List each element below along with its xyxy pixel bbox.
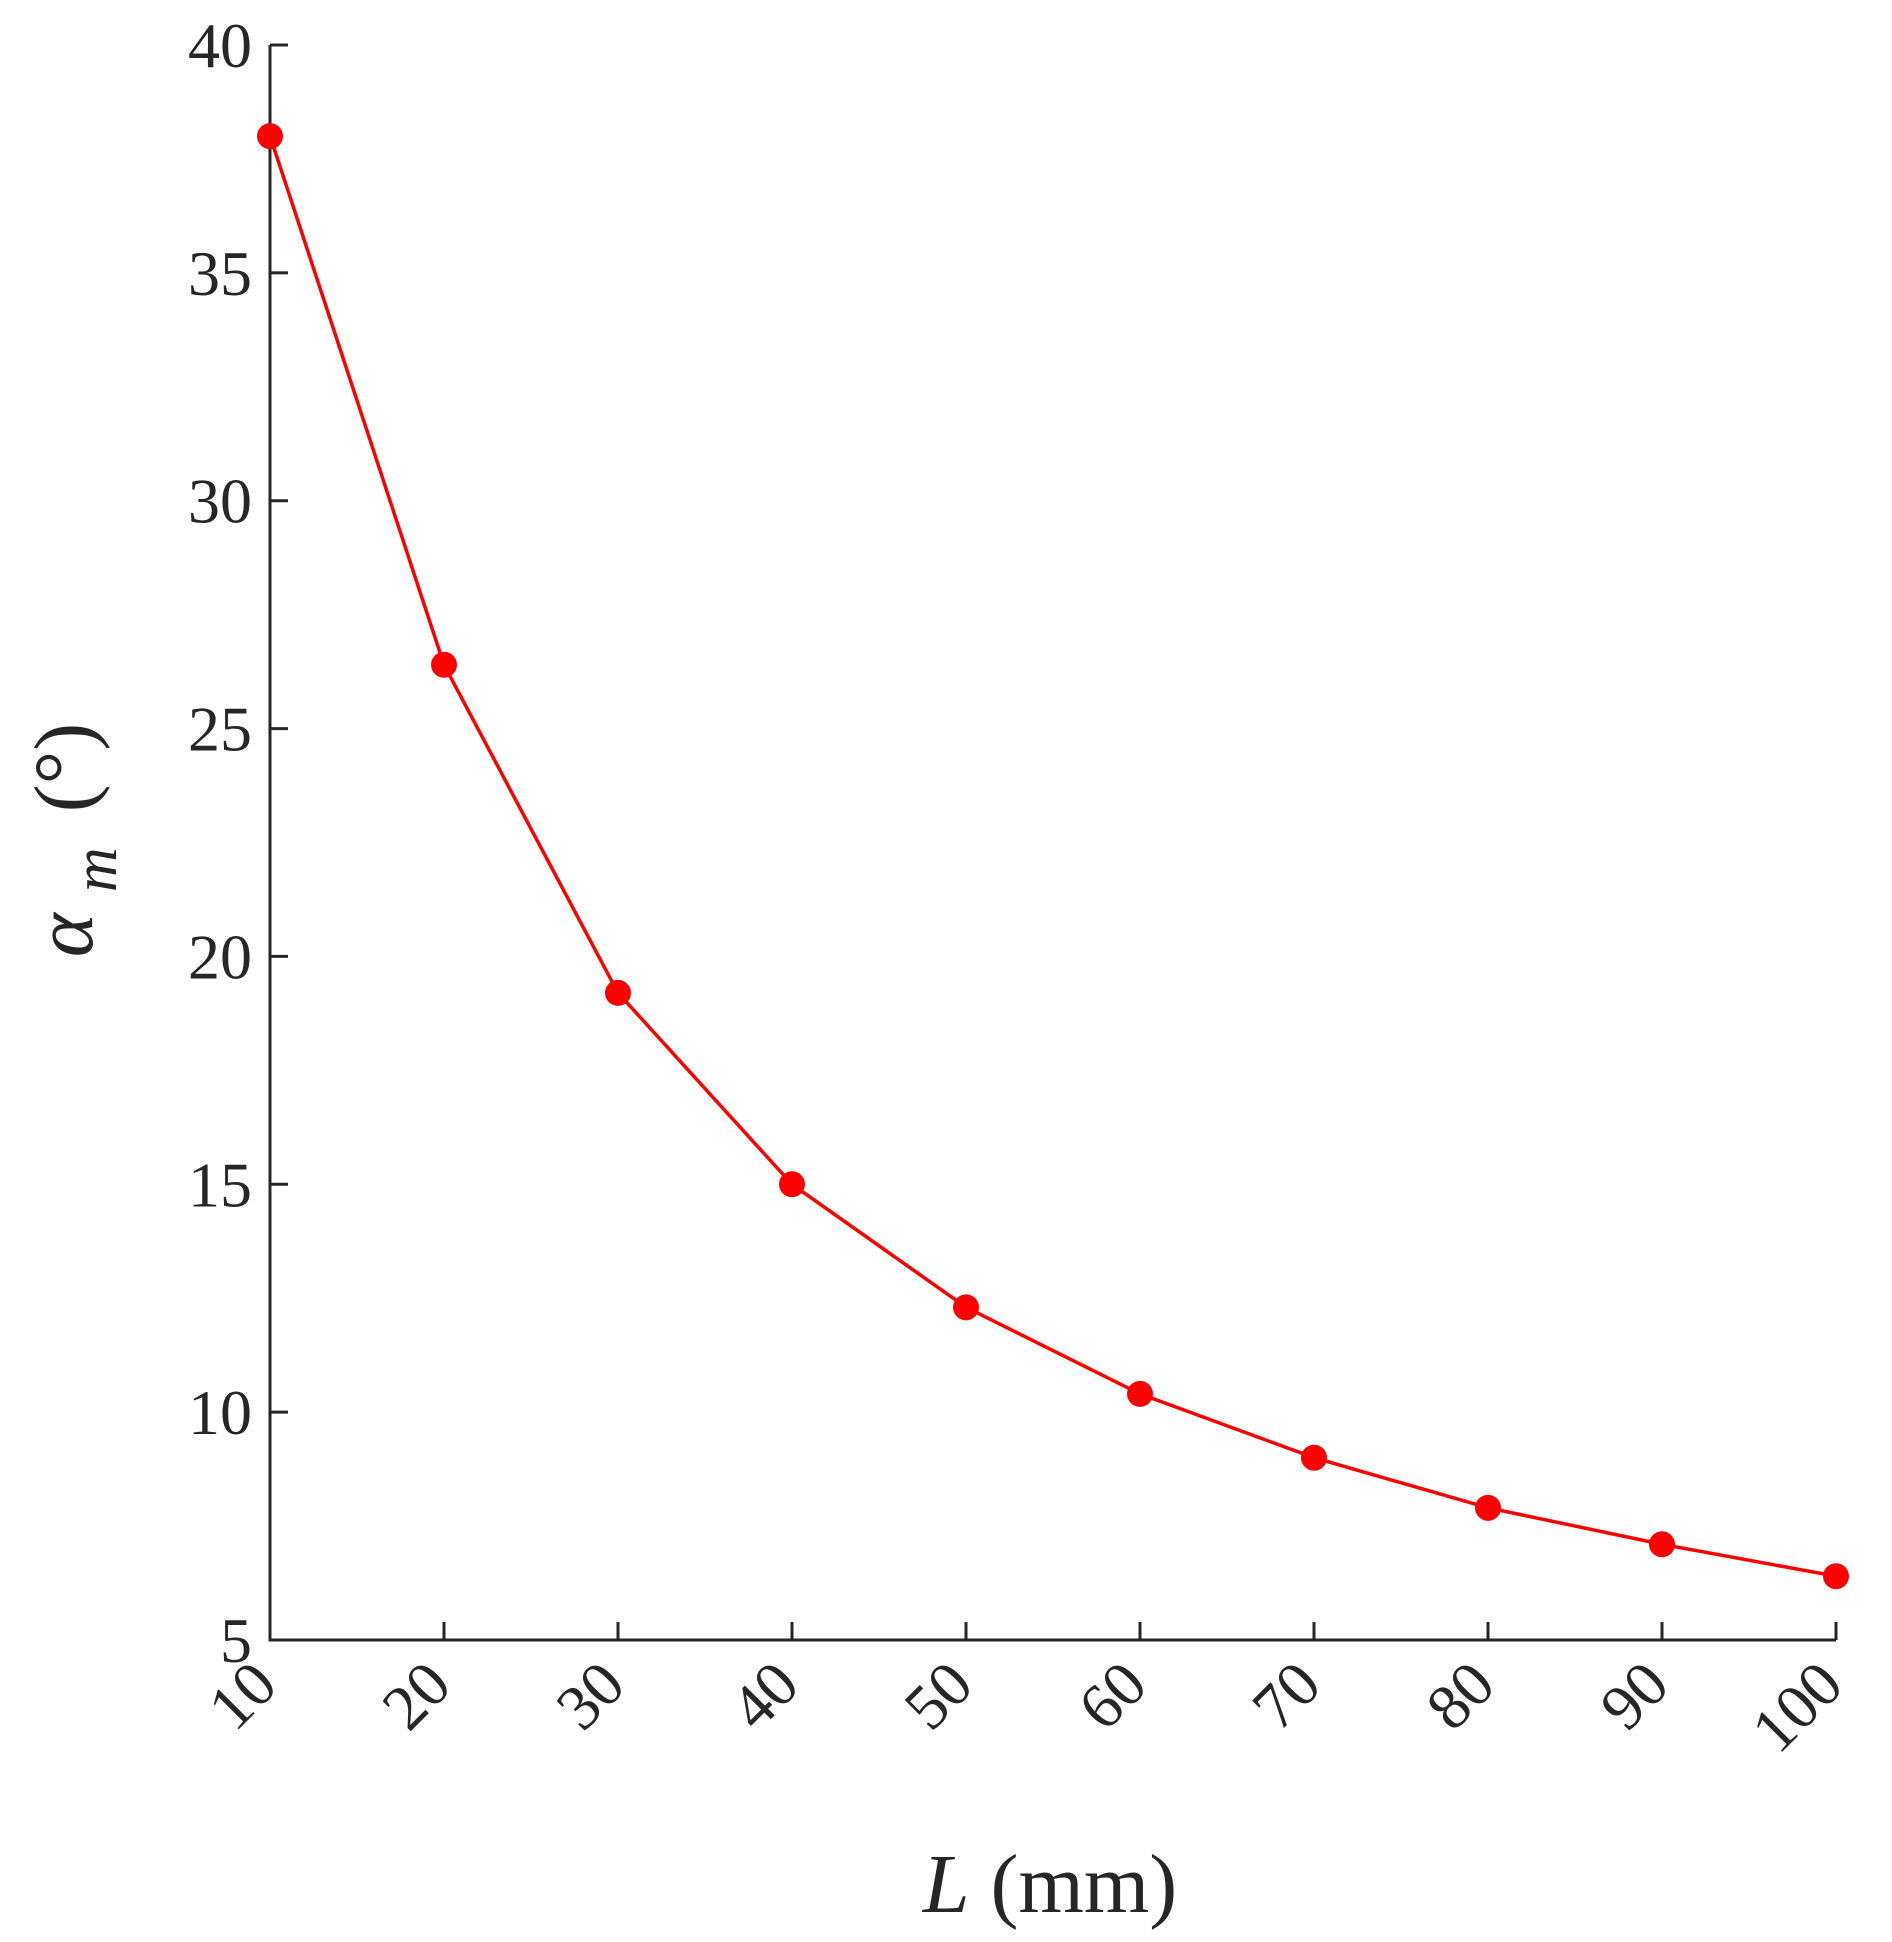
x-tick-label: 80	[1412, 1648, 1507, 1743]
series-line	[268, 135, 1837, 1578]
x-axis-label-variable: L	[922, 1838, 970, 1931]
y-tick-label: 25	[188, 694, 252, 765]
data-point	[1301, 1444, 1327, 1471]
series-points	[257, 123, 1849, 1590]
y-axis-label-variable: α	[18, 911, 111, 957]
x-axis-label: L (mm)	[922, 1838, 1177, 1931]
y-tick-label: 40	[188, 10, 252, 81]
x-tick-label: 40	[716, 1648, 811, 1743]
y-axis-label: α m (°)	[18, 723, 135, 957]
data-point	[779, 1171, 805, 1198]
y-tick-label: 20	[188, 921, 252, 992]
y-axis-label-subscript: m	[62, 847, 130, 892]
data-point	[605, 979, 631, 1006]
x-axis-label-unit: (mm)	[991, 1838, 1178, 1931]
x-tick-label: 70	[1238, 1648, 1333, 1743]
x-tick-label: 50	[890, 1648, 985, 1743]
data-point	[257, 123, 283, 150]
axes-lines	[268, 45, 1836, 1642]
y-tick-label: 30	[188, 466, 252, 537]
data-point	[1649, 1531, 1675, 1558]
x-tick-label: 90	[1586, 1648, 1681, 1743]
data-point	[1823, 1563, 1849, 1590]
x-tick-label: 20	[368, 1648, 463, 1743]
y-tick-label: 10	[188, 1377, 252, 1448]
x-tick-label: 10	[194, 1648, 289, 1743]
data-point	[1127, 1380, 1153, 1407]
x-axis-ticks: 10 20 30 40 50 60 70 80 90 100	[194, 1622, 1856, 1766]
x-tick-label: 100	[1738, 1648, 1856, 1766]
y-tick-label: 35	[188, 238, 252, 309]
x-tick-label: 60	[1064, 1648, 1159, 1743]
y-axis-ticks: 5 10 15 20 25 30 35 40	[188, 10, 288, 1676]
data-point	[1475, 1494, 1501, 1521]
x-tick-label: 30	[542, 1648, 637, 1743]
y-tick-label: 15	[188, 1149, 252, 1220]
data-point	[431, 651, 457, 678]
data-point	[953, 1294, 979, 1321]
y-axis-label-unit: (°)	[18, 723, 111, 813]
y-tick-label: 5	[220, 1605, 252, 1676]
